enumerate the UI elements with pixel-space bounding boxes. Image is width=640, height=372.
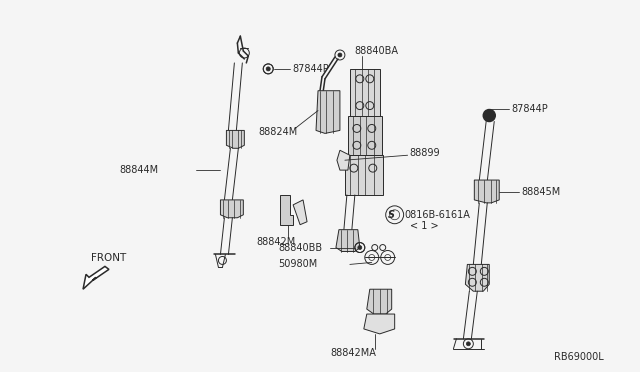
Text: 0816B-6161A: 0816B-6161A xyxy=(404,210,470,220)
Circle shape xyxy=(358,246,362,250)
Polygon shape xyxy=(337,150,350,170)
Text: 87844P: 87844P xyxy=(292,64,329,74)
Polygon shape xyxy=(227,131,244,148)
Polygon shape xyxy=(367,289,392,314)
Polygon shape xyxy=(220,200,243,218)
Circle shape xyxy=(483,110,495,122)
Text: 88840BA: 88840BA xyxy=(355,46,399,56)
Circle shape xyxy=(338,53,342,57)
Text: < 1 >: < 1 > xyxy=(410,221,438,231)
Text: 88844M: 88844M xyxy=(119,165,158,175)
Text: 88824M: 88824M xyxy=(259,127,298,137)
Polygon shape xyxy=(280,195,293,225)
Circle shape xyxy=(486,113,492,119)
Text: 88842M: 88842M xyxy=(256,237,296,247)
Polygon shape xyxy=(345,155,383,195)
Polygon shape xyxy=(336,230,360,251)
Polygon shape xyxy=(316,91,340,134)
Polygon shape xyxy=(83,266,109,289)
Circle shape xyxy=(467,342,470,346)
Text: 88899: 88899 xyxy=(410,148,440,158)
Text: S: S xyxy=(388,210,395,220)
Text: 50980M: 50980M xyxy=(278,259,317,269)
Text: RB69000L: RB69000L xyxy=(554,352,604,362)
Polygon shape xyxy=(293,200,307,225)
Text: FRONT: FRONT xyxy=(91,253,126,263)
Circle shape xyxy=(266,67,270,71)
Polygon shape xyxy=(348,116,381,155)
Text: 87844P: 87844P xyxy=(511,103,548,113)
Polygon shape xyxy=(465,264,489,291)
Text: 88840BB: 88840BB xyxy=(278,243,323,253)
Polygon shape xyxy=(350,69,380,116)
Polygon shape xyxy=(364,314,395,334)
Polygon shape xyxy=(474,180,499,203)
Text: 88845M: 88845M xyxy=(521,187,561,197)
Text: 88842MA: 88842MA xyxy=(330,348,376,358)
